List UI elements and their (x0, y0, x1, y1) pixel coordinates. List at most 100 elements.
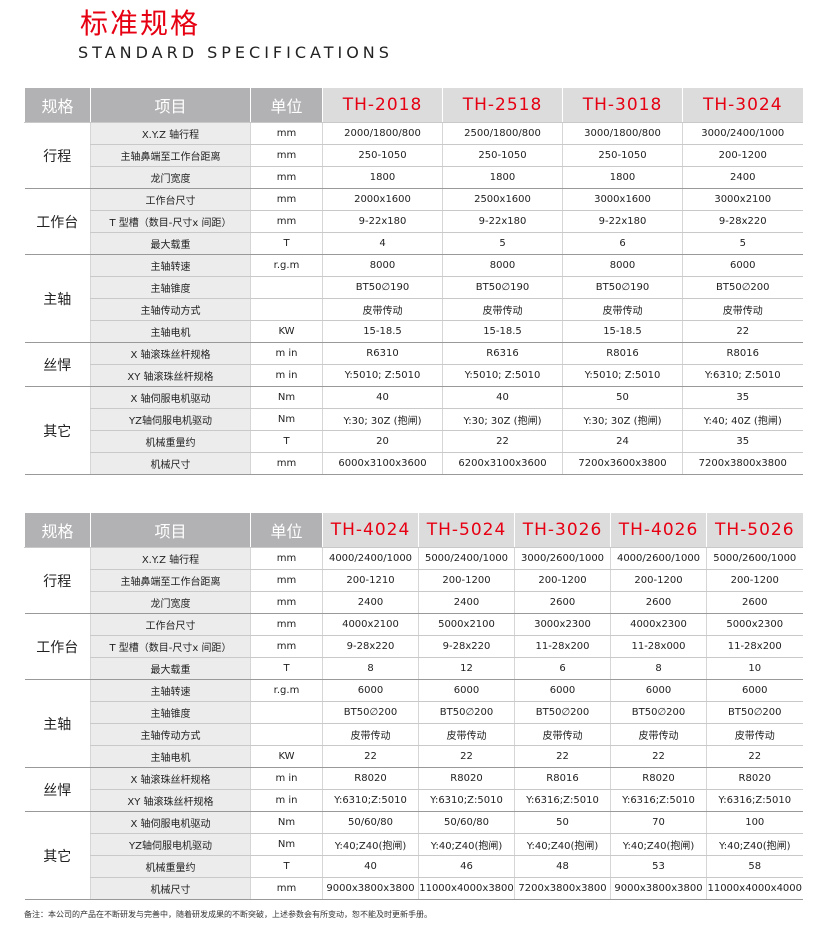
value: 6000 (322, 679, 419, 702)
value: 9-22x180 (562, 210, 683, 233)
unit: mm (250, 166, 323, 189)
value: 9-22x180 (442, 210, 563, 233)
unit (250, 723, 323, 746)
value: 5000/2600/1000 (706, 547, 803, 570)
value: 1800 (322, 166, 443, 189)
value: 11-28x000 (610, 635, 707, 658)
value: 12 (418, 657, 515, 680)
header-cell: 规格 (24, 88, 91, 123)
spec-row: 其它 X 轴伺服电机驱动 Nm 50/60/80 50/60/80 50 70 100 (24, 811, 803, 900)
header-cell: TH-2018 (322, 88, 443, 123)
value: 5 (442, 232, 563, 255)
spec-row: 行程 X.Y.Z 轴行程 mm 4000/2400/1000 5000/2400/100… (24, 547, 803, 614)
value: 11000x4000x3800 (418, 877, 515, 900)
value: 6000 (610, 679, 707, 702)
unit: T (250, 657, 323, 680)
value: 46 (418, 855, 515, 878)
value: BT50∅200 (706, 701, 803, 724)
value: 7200x3600x3800 (562, 452, 683, 475)
value: BT50∅200 (322, 701, 419, 724)
footnote: 备注：本公司的产品在不断研发与完善中，随着研发成果的不断突破，上述参数会有所变动… (24, 910, 432, 919)
value: Y:6310;Z:5010 (322, 789, 419, 812)
value: 6 (514, 657, 611, 680)
value: 200-1200 (514, 569, 611, 592)
value: 皮带传动 (682, 298, 803, 321)
header-cell: TH-3026 (514, 513, 611, 548)
value: 皮带传动 (418, 723, 515, 746)
unit: mm (250, 452, 323, 475)
value: 8 (610, 657, 707, 680)
spec-row: 工作台 工作台尺寸 mm 2000x1600 2500x1600 3000x1600 300… (24, 188, 803, 255)
item: T 型槽（数目-尺寸x 间距） (90, 635, 251, 658)
item: X 轴伺服电机驱动 (90, 386, 251, 409)
value: 6200x3100x3600 (442, 452, 563, 475)
value: 15-18.5 (442, 320, 563, 343)
group-label: 其它 (24, 386, 91, 475)
group-label: 主轴 (24, 679, 91, 768)
unit: mm (250, 569, 323, 592)
item: 主轴电机 (90, 320, 251, 343)
value: Y:6316;Z:5010 (706, 789, 803, 812)
spec-row: YZ轴伺服电机驱动 Nm Y:40;Z40(抱闸) Y:40;Z40(抱闸) Y:40;… (25, 833, 803, 856)
value: 15-18.5 (322, 320, 443, 343)
unit: mm (250, 547, 323, 570)
value: 1800 (442, 166, 563, 189)
value: 8000 (562, 254, 683, 277)
item: T 型槽（数目-尺寸x 间距） (90, 210, 251, 233)
item: 主轴锥度 (90, 701, 251, 724)
group-label: 其它 (24, 811, 91, 900)
value: 100 (706, 811, 803, 834)
spec-row: 工作台 工作台尺寸 mm 4000x2100 5000x2100 3000x2300 400… (24, 613, 803, 680)
spec-row: 主轴锥度 BT50∅190 BT50∅190 BT50∅190 BT50∅200 (25, 276, 803, 299)
item: X.Y.Z 轴行程 (90, 122, 251, 145)
spec-row: 丝悍 X 轴滚珠丝杆规格 m in R6310 R6316 R8016 R8016 (24, 342, 803, 387)
item: X 轴滚珠丝杆规格 (90, 342, 251, 365)
spec-row: XY 轴滚珠丝杆规格 m in Y:6310;Z:5010 Y:6310;Z:5010… (25, 789, 803, 812)
value: 3000x2300 (514, 613, 611, 636)
value: 5 (682, 232, 803, 255)
value: Y:30; 30Z (抱闸) (442, 408, 563, 431)
value: 4 (322, 232, 443, 255)
value: 5000/2400/1000 (418, 547, 515, 570)
value: Y:40;Z40(抱闸) (322, 833, 419, 856)
value: 3000x2100 (682, 188, 803, 211)
value: 250-1050 (442, 144, 563, 167)
item: 龙门宽度 (90, 166, 251, 189)
spec-row: 主轴鼻端至工作台距离 mm 250-1050 250-1050 250-1050 200-… (25, 144, 803, 167)
value: R8016 (562, 342, 683, 365)
item: 主轴转速 (90, 254, 251, 277)
unit: m in (250, 789, 323, 812)
value: 7200x3800x3800 (514, 877, 611, 900)
unit: m in (250, 767, 323, 790)
value: BT50∅200 (418, 701, 515, 724)
value: 11-28x200 (514, 635, 611, 658)
item: 最大载重 (90, 657, 251, 680)
item: X 轴伺服电机驱动 (90, 811, 251, 834)
unit: T (250, 430, 323, 453)
item: XY 轴滚珠丝杆规格 (90, 364, 251, 387)
item: YZ轴伺服电机驱动 (90, 833, 251, 856)
value: 2400 (682, 166, 803, 189)
spec-row: T 型槽（数目-尺寸x 间距） mm 9-22x180 9-22x180 9-22x18… (25, 210, 803, 233)
value: 35 (682, 430, 803, 453)
value: Y:40;Z40(抱闸) (418, 833, 515, 856)
value: 皮带传动 (514, 723, 611, 746)
value: 200-1200 (706, 569, 803, 592)
value: 2400 (418, 591, 515, 614)
item: 机械尺寸 (90, 877, 251, 900)
spec-row: 行程 X.Y.Z 轴行程 mm 2000/1800/800 2500/1800/800 3… (24, 122, 803, 189)
unit: KW (250, 745, 323, 768)
value: R8016 (514, 767, 611, 790)
value: 9-28x220 (418, 635, 515, 658)
value: 9000x3800x3800 (322, 877, 419, 900)
spec-row: 机械尺寸 mm 6000x3100x3600 6200x3100x3600 7200x3… (25, 452, 803, 475)
value: 22 (442, 430, 563, 453)
spec-row: T 型槽（数目-尺寸x 间距） mm 9-28x220 9-28x220 11-28x2… (25, 635, 803, 658)
item: 机械尺寸 (90, 452, 251, 475)
unit: r.g.m (250, 679, 323, 702)
value: 4000/2600/1000 (610, 547, 707, 570)
value: 11000x4000x4000 (706, 877, 803, 900)
spec-row: 最大载重 T 8 12 6 8 10 (25, 657, 803, 680)
value: 2600 (706, 591, 803, 614)
item: 工作台尺寸 (90, 188, 251, 211)
